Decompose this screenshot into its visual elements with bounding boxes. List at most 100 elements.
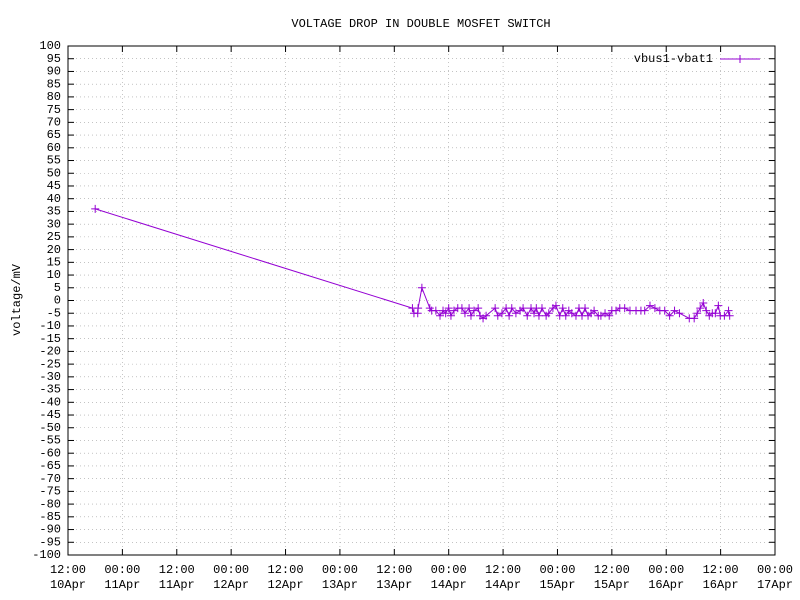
x-tick-label: 12:00 14Apr xyxy=(485,563,522,592)
x-tick-label: 00:00 13Apr xyxy=(321,563,358,592)
data-point xyxy=(645,301,654,310)
data-point xyxy=(660,306,669,315)
y-axis-label: voltage/mV xyxy=(10,263,24,336)
data-point xyxy=(567,309,576,318)
data-point xyxy=(505,311,514,320)
data-point xyxy=(469,306,478,315)
data-point xyxy=(460,309,469,318)
y-tick-label: -85 xyxy=(39,510,61,524)
x-tick-label: 00:00 14Apr xyxy=(430,563,467,592)
data-point xyxy=(491,304,500,313)
x-tick-label: 00:00 15Apr xyxy=(539,563,576,592)
y-tick-label: 70 xyxy=(47,116,61,130)
data-point xyxy=(696,304,705,313)
data-point xyxy=(725,311,734,320)
data-point xyxy=(497,309,506,318)
y-tick-label: -50 xyxy=(39,421,61,435)
y-tick-label: 25 xyxy=(47,230,61,244)
y-tick-label: 20 xyxy=(47,243,61,257)
data-point xyxy=(466,311,475,320)
y-tick-label: -45 xyxy=(39,408,61,422)
y-tick-label: 65 xyxy=(47,128,61,142)
y-tick-label: 5 xyxy=(54,281,61,295)
y-tick-label: 35 xyxy=(47,205,61,219)
data-point xyxy=(605,311,614,320)
y-tick-label: -60 xyxy=(39,446,61,460)
data-point xyxy=(507,304,516,313)
legend-label: vbus1-vbat1 xyxy=(634,52,713,66)
legend-marker xyxy=(736,55,744,63)
x-tick-label: 12:00 15Apr xyxy=(593,563,630,592)
y-tick-label: 55 xyxy=(47,154,61,168)
x-tick-label: 00:00 12Apr xyxy=(213,563,250,592)
y-tick-label: -80 xyxy=(39,497,61,511)
chart-title: VOLTAGE DROP IN DOUBLE MOSFET SWITCH xyxy=(291,17,550,31)
x-tick-label: 12:00 10Apr xyxy=(49,563,86,592)
y-tick-label: 30 xyxy=(47,217,61,231)
y-tick-label: -10 xyxy=(39,319,61,333)
y-tick-label: 50 xyxy=(47,166,61,180)
data-point xyxy=(551,301,560,310)
data-point xyxy=(465,304,474,313)
y-tick-label: 75 xyxy=(47,103,61,117)
y-tick-label: 0 xyxy=(54,294,61,308)
data-point xyxy=(544,309,553,318)
x-tick-label: 12:00 11Apr xyxy=(158,563,195,592)
x-tick-label: 12:00 12Apr xyxy=(267,563,304,592)
data-point xyxy=(724,306,733,315)
y-tick-label: -40 xyxy=(39,395,61,409)
y-tick-label: -15 xyxy=(39,332,61,346)
series-line xyxy=(95,208,731,319)
data-point xyxy=(436,311,445,320)
y-tick-label: 15 xyxy=(47,255,61,269)
data-point xyxy=(601,309,610,318)
data-point xyxy=(702,306,711,315)
y-tick-label: 100 xyxy=(39,39,61,53)
data-point xyxy=(474,304,483,313)
y-tick-label: 80 xyxy=(47,90,61,104)
y-tick-label: 90 xyxy=(47,65,61,79)
data-point xyxy=(620,304,629,313)
x-tick-label: 12:00 16Apr xyxy=(702,563,739,592)
data-point xyxy=(714,301,723,310)
data-point xyxy=(650,304,659,313)
y-tick-label: -70 xyxy=(39,472,61,486)
data-point xyxy=(493,311,502,320)
y-tick-label: -20 xyxy=(39,345,61,359)
data-point xyxy=(444,304,453,313)
data-point xyxy=(530,309,539,318)
data-point xyxy=(511,309,520,318)
y-tick-label: -95 xyxy=(39,535,61,549)
y-tick-label: 95 xyxy=(47,52,61,66)
data-point xyxy=(537,304,546,313)
y-tick-label: 40 xyxy=(47,192,61,206)
y-tick-label: -55 xyxy=(39,434,61,448)
y-tick-label: -5 xyxy=(47,306,61,320)
data-point xyxy=(561,311,570,320)
y-tick-label: -65 xyxy=(39,459,61,473)
y-tick-label: -90 xyxy=(39,523,61,537)
data-point xyxy=(523,311,532,320)
x-tick-label: 00:00 11Apr xyxy=(104,563,141,592)
plot-border xyxy=(67,45,776,556)
y-tick-label: -30 xyxy=(39,370,61,384)
y-tick-label: 10 xyxy=(47,268,61,282)
data-point xyxy=(670,306,679,315)
data-point xyxy=(91,204,100,213)
data-point xyxy=(446,311,455,320)
data-point xyxy=(441,309,450,318)
data-point xyxy=(558,304,567,313)
y-tick-label: 60 xyxy=(47,141,61,155)
data-point xyxy=(581,304,590,313)
data-point xyxy=(665,311,674,320)
data-point xyxy=(431,306,440,315)
y-tick-label: 45 xyxy=(47,179,61,193)
data-point xyxy=(590,306,599,315)
x-tick-label: 12:00 13Apr xyxy=(376,563,413,592)
data-point xyxy=(417,283,426,292)
data-point xyxy=(693,309,702,318)
y-tick-label: -75 xyxy=(39,485,61,499)
data-point xyxy=(482,311,491,320)
